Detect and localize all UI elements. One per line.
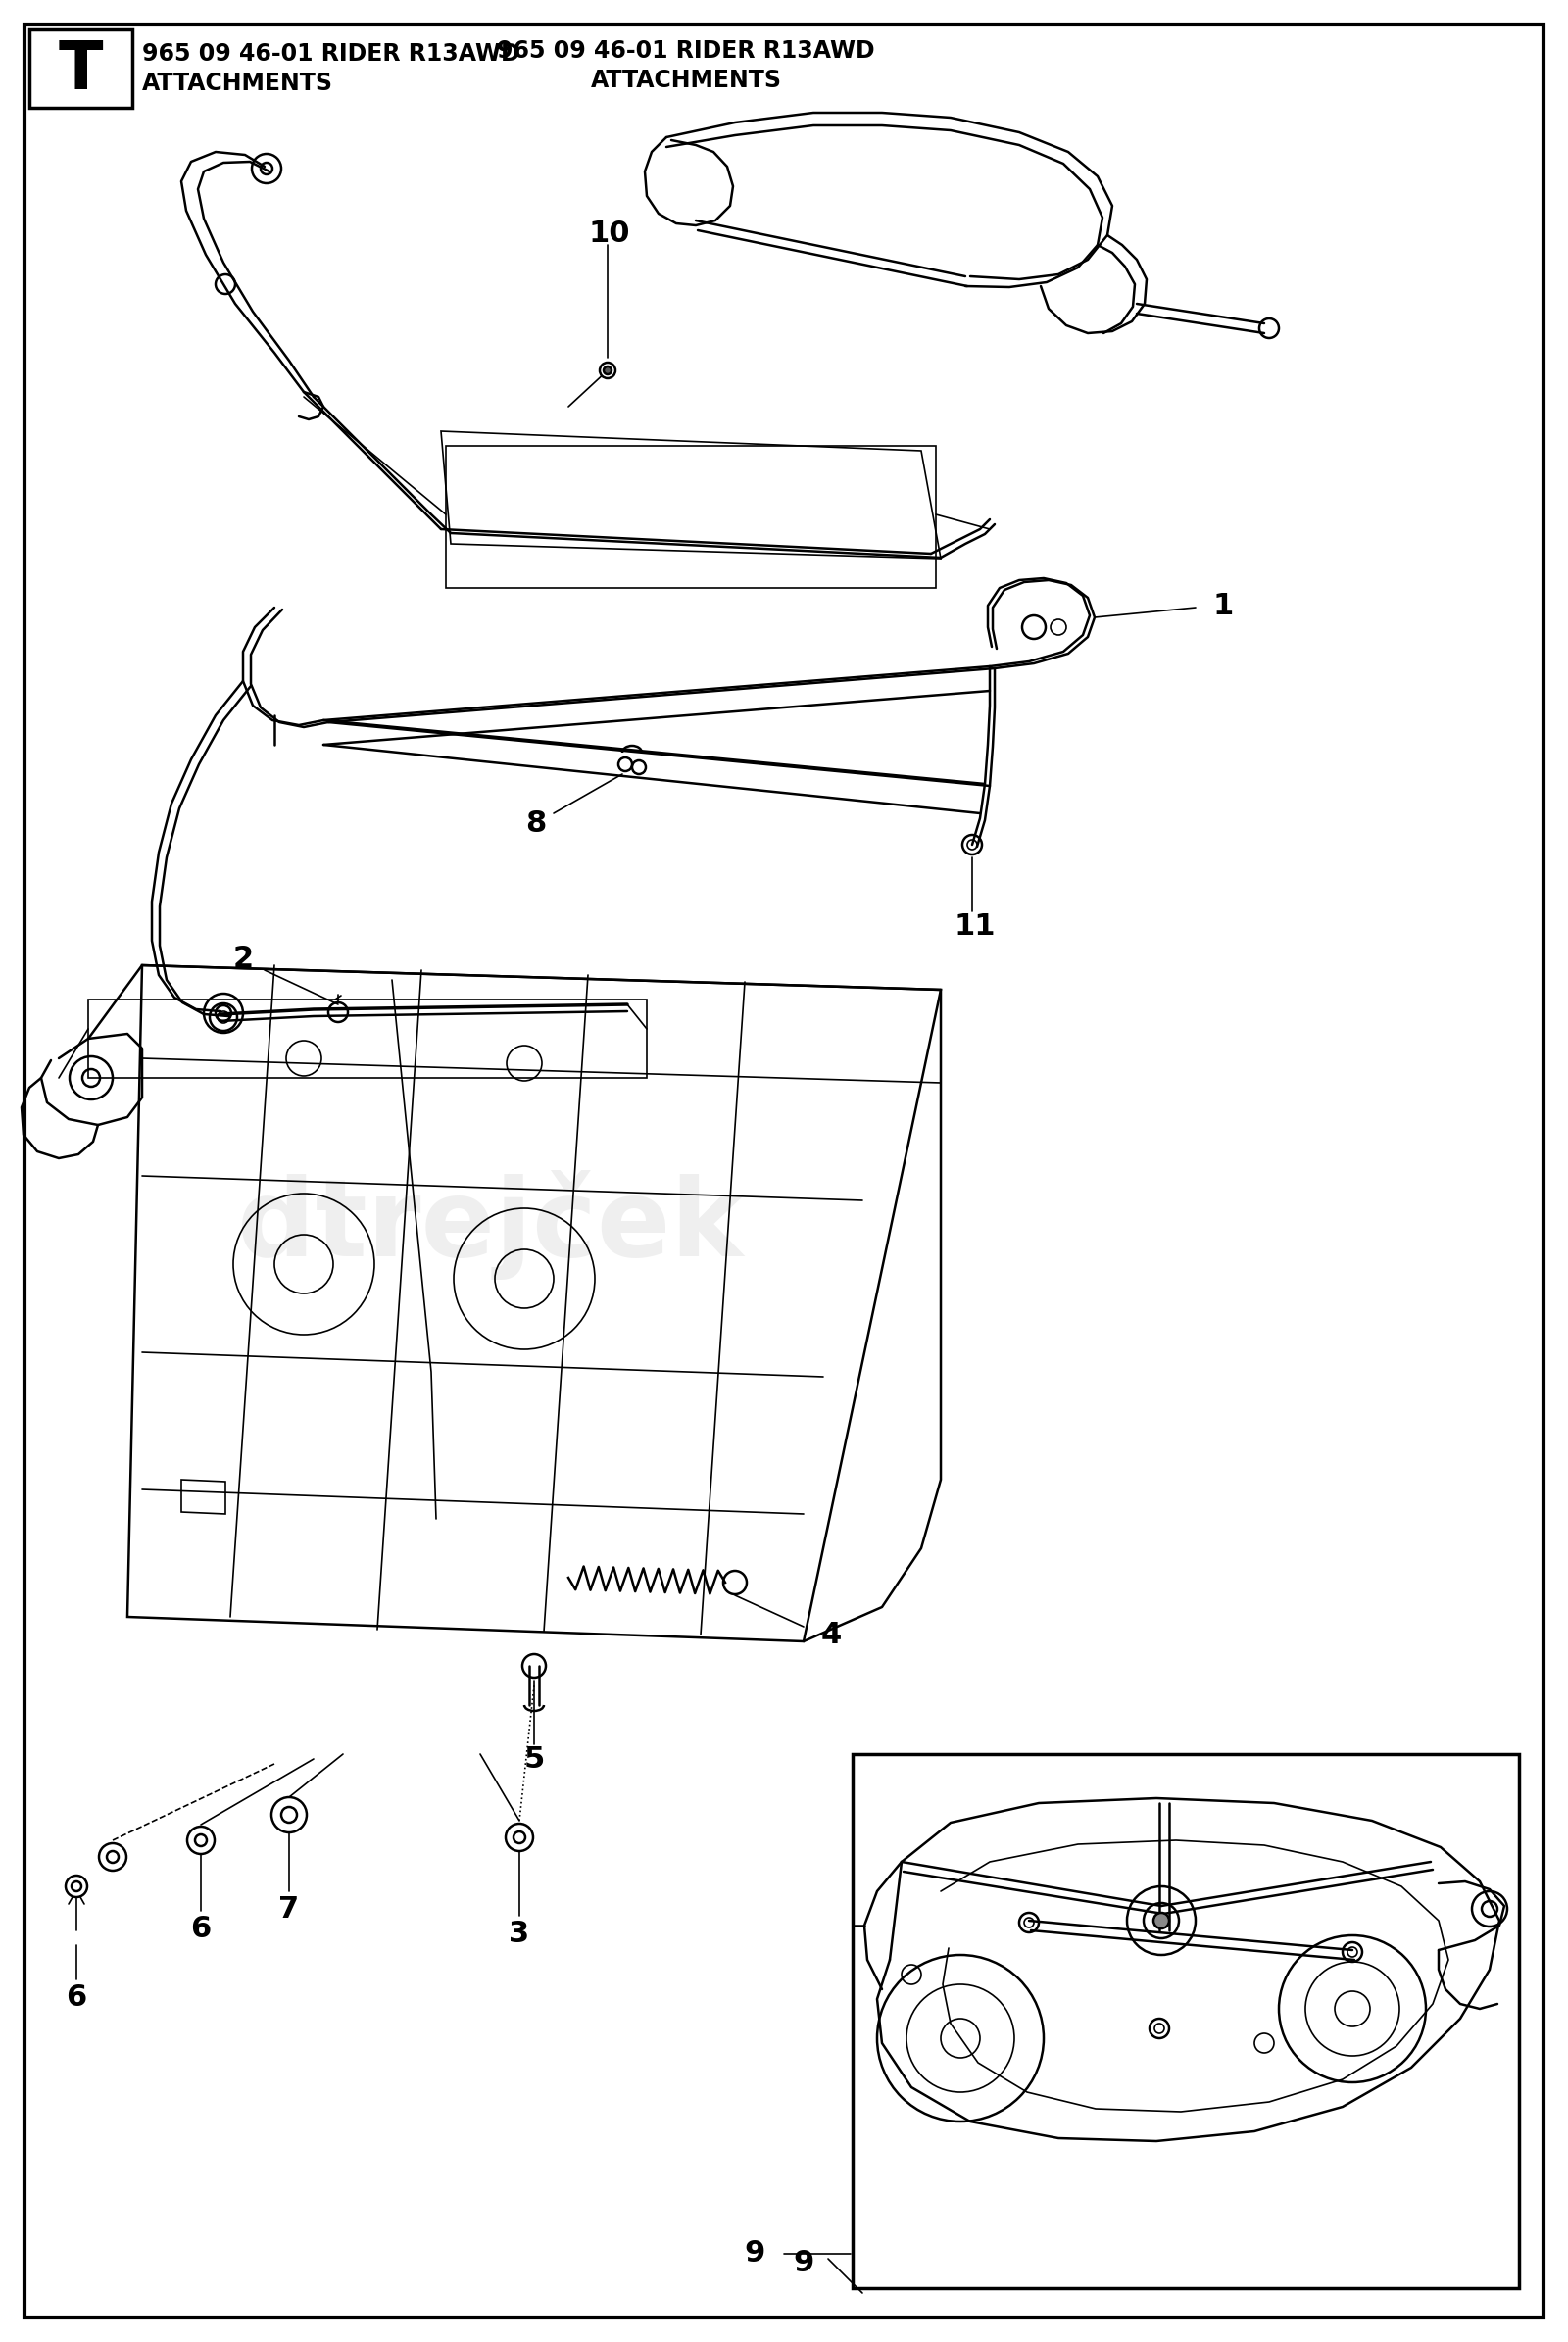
Bar <box>853 1754 1519 2288</box>
Text: T: T <box>58 37 102 103</box>
Text: 11: 11 <box>955 911 996 939</box>
Bar <box>88 1000 648 1077</box>
Text: 2: 2 <box>232 944 254 972</box>
Text: ATTACHMENTS: ATTACHMENTS <box>143 73 332 96</box>
Text: 1: 1 <box>1212 593 1234 621</box>
Text: 10: 10 <box>588 220 630 248</box>
Text: 6: 6 <box>66 1984 86 2012</box>
Text: 3: 3 <box>510 1918 530 1949</box>
Circle shape <box>1154 1913 1170 1927</box>
Bar <box>445 445 936 588</box>
Bar <box>30 30 132 108</box>
Text: dtrejček: dtrejček <box>237 1171 743 1279</box>
Circle shape <box>604 365 612 375</box>
Text: 965 09 46-01 RIDER R13AWD: 965 09 46-01 RIDER R13AWD <box>497 40 875 63</box>
Text: 9: 9 <box>745 2239 765 2267</box>
Text: 6: 6 <box>190 1913 212 1942</box>
Text: ATTACHMENTS: ATTACHMENTS <box>591 68 781 91</box>
Circle shape <box>599 363 615 379</box>
Text: 7: 7 <box>279 1895 299 1923</box>
Text: 5: 5 <box>524 1745 544 1773</box>
Text: 9: 9 <box>793 2248 814 2279</box>
Text: 8: 8 <box>525 808 547 838</box>
Text: 4: 4 <box>820 1621 842 1649</box>
Text: 965 09 46-01 RIDER R13AWD: 965 09 46-01 RIDER R13AWD <box>143 42 521 66</box>
